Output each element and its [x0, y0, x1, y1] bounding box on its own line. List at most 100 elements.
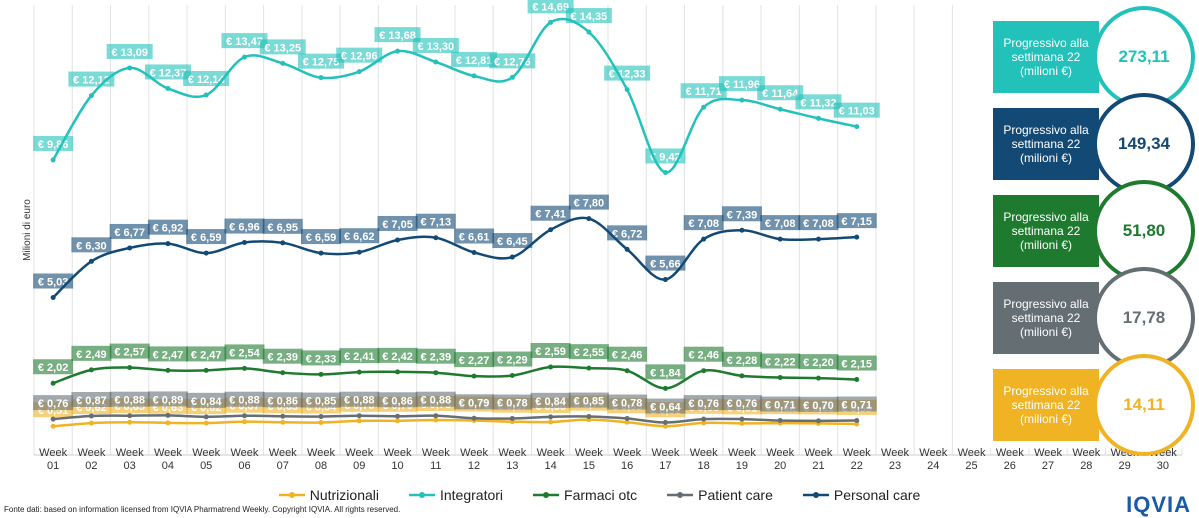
- data-label: € 11,03: [839, 106, 875, 118]
- series: [50, 216, 860, 300]
- data-point: [815, 418, 821, 424]
- data-label-bg: [109, 223, 150, 239]
- data-label: € 6,62: [344, 231, 375, 243]
- data-label: € 5,03: [38, 277, 69, 289]
- data-label: € 7,13: [421, 217, 452, 229]
- data-label: € 12,75: [303, 57, 340, 69]
- x-tick-label: Week 20: [766, 447, 795, 472]
- data-label: € 12,96: [341, 51, 378, 63]
- data-label-bg: [645, 255, 686, 271]
- data-label-bg: [109, 343, 150, 359]
- data-point: [624, 419, 630, 425]
- data-point: [127, 245, 133, 251]
- data-label: € 2,55: [574, 347, 605, 359]
- legend-swatch: [802, 492, 829, 498]
- data-label-bg: [568, 344, 609, 360]
- data-label-bg: [492, 233, 533, 249]
- data-label: € 2,33: [306, 353, 337, 365]
- x-tick-label: Week 08: [307, 447, 335, 472]
- data-label: € 0,88: [114, 395, 145, 407]
- data-label-bg: [377, 215, 418, 231]
- data-label: € 12,81: [456, 55, 493, 67]
- data-point: [241, 365, 247, 371]
- data-label: € 5,66: [650, 259, 681, 271]
- data-point: [50, 295, 56, 300]
- data-point: [739, 416, 745, 422]
- data-label-bg: [377, 347, 418, 363]
- data-label: € 12,14: [188, 74, 226, 86]
- data-label-bg: [454, 352, 495, 368]
- data-label: € 2,57: [114, 347, 145, 359]
- data-label-bg: [412, 37, 459, 53]
- legend-label: Nutrizionali: [309, 487, 379, 503]
- data-label-bg: [760, 215, 801, 231]
- data-point: [280, 413, 286, 419]
- data-label-bg: [607, 394, 648, 410]
- x-tick-label: Week 02: [77, 447, 106, 472]
- data-label: € 2,20: [803, 357, 834, 369]
- data-label-bg: [798, 215, 839, 231]
- data-point: [356, 413, 362, 419]
- data-label: € 2,42: [382, 351, 413, 363]
- data-point: [395, 237, 401, 243]
- data-label-bg: [607, 346, 648, 362]
- data-label-bg: [339, 228, 380, 244]
- data-label: € 0,70: [803, 400, 834, 412]
- legend-label: Farmaci otc: [564, 487, 638, 503]
- data-label: € 0,85: [306, 396, 337, 408]
- x-tick-label: Week 05: [192, 447, 221, 472]
- data-label-bg: [33, 395, 74, 411]
- data-point: [854, 124, 860, 130]
- data-point: [203, 92, 209, 98]
- source: Fonte dati: based on information license…: [4, 505, 401, 514]
- series-line: [53, 418, 857, 428]
- data-label-bg: [718, 76, 765, 92]
- data-point: [854, 421, 860, 427]
- data-label: € 7,39: [727, 209, 758, 221]
- data-point: [356, 249, 362, 255]
- x-tick-label: Week 13: [498, 447, 527, 472]
- data-label-bg: [415, 348, 456, 364]
- data-label: € 11,71: [686, 86, 722, 98]
- data-label: € 13,30: [417, 41, 454, 53]
- data-label: € 2,28: [727, 355, 758, 367]
- data-label-bg: [530, 392, 571, 408]
- x-tick-label: Week 15: [574, 447, 603, 472]
- data-point: [433, 59, 439, 65]
- data-point: [509, 373, 515, 379]
- x-tick-label: Week 03: [115, 447, 144, 472]
- data-label-bg: [224, 218, 265, 234]
- series: [50, 17, 860, 175]
- data-label: € 0,88: [229, 395, 260, 407]
- data-point: [854, 234, 860, 240]
- data-point: [586, 216, 592, 222]
- data-point: [662, 385, 668, 391]
- data-point: [127, 419, 133, 425]
- data-label-bg: [183, 71, 230, 86]
- data-point: [88, 258, 94, 264]
- data-point: [88, 420, 94, 426]
- summary-value: 14,11: [1093, 354, 1195, 456]
- data-point: [88, 413, 94, 419]
- data-point: [701, 416, 707, 422]
- data-label-bg: [186, 346, 227, 362]
- summary-box: Progressivo alla settimana 22 (milioni €…: [993, 282, 1099, 354]
- data-label-bg: [147, 391, 188, 407]
- data-point: [50, 423, 56, 429]
- data-label-bg: [109, 391, 150, 407]
- data-label-bg: [607, 225, 648, 241]
- data-label: € 2,41: [344, 351, 375, 363]
- data-point: [701, 236, 707, 242]
- data-label: € 0,71: [841, 400, 872, 412]
- data-label-bg: [33, 359, 74, 375]
- logo: IQVIA: [1126, 492, 1191, 517]
- data-label-bg: [833, 102, 880, 118]
- series-line: [52, 17, 857, 174]
- data-label: € 1,84: [650, 367, 681, 379]
- data-label-bg: [760, 353, 801, 369]
- summary-value: 51,80: [1093, 180, 1195, 282]
- data-label-bg: [760, 396, 801, 412]
- data-point: [241, 240, 247, 246]
- data-point: [241, 419, 247, 425]
- data-label: € 2,27: [459, 355, 490, 367]
